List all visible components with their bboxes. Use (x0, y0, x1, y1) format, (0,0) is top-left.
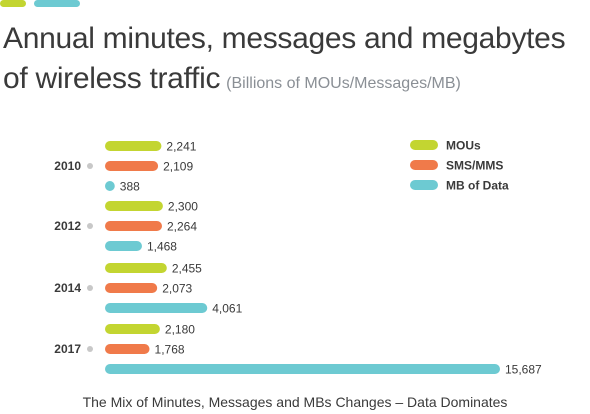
value-label-2017-2: 15,687 (505, 363, 542, 377)
category-dot-2012 (87, 223, 93, 229)
legend-swatch-2 (410, 180, 438, 190)
bar-2014-2 (105, 303, 208, 313)
category-label-2017: 2017 (54, 342, 81, 356)
value-label-2010-2: 388 (120, 180, 140, 194)
category-label-2012: 2012 (54, 219, 81, 233)
chart-subtitle: (Billions of MOUs/Messages/MB) (226, 75, 461, 92)
accent-bar-teal (34, 0, 80, 7)
value-label-2017-0: 2,180 (165, 323, 195, 337)
bar-2014-0 (105, 263, 167, 273)
title-line-1: Annual minutes, messages and megabytes (3, 22, 566, 55)
bar-2010-0 (105, 141, 162, 151)
value-label-2014-1: 2,073 (162, 282, 192, 296)
value-label-2017-1: 1,768 (155, 343, 185, 357)
chart-title-line-2: of wireless traffic (Billions of MOUs/Mes… (3, 62, 461, 96)
bar-2014-1 (105, 283, 158, 293)
value-label-2010-1: 2,109 (163, 160, 193, 174)
category-dot-2014 (87, 285, 93, 291)
bar-2010-1 (105, 161, 159, 171)
value-label-2012-2: 1,468 (147, 240, 177, 254)
legend-label-1: SMS/MMS (446, 159, 503, 173)
legend-swatch-0 (410, 140, 438, 150)
category-dot-2010 (87, 163, 93, 169)
category-dot-2017 (87, 346, 93, 352)
value-label-2014-0: 2,455 (172, 262, 202, 276)
accent-bar-green (0, 0, 26, 7)
chart-title: Annual minutes, messages and megabytes (3, 22, 566, 56)
value-label-2010-0: 2,241 (166, 140, 196, 154)
category-label-2014: 2014 (54, 281, 81, 295)
bar-2017-2 (105, 364, 500, 374)
bar-2017-0 (105, 324, 160, 334)
category-label-2010: 2010 (54, 159, 81, 173)
title-line-2: of wireless traffic (3, 62, 221, 95)
value-label-2012-1: 2,264 (167, 220, 197, 234)
bar-2017-1 (105, 344, 150, 354)
chart-caption: The Mix of Minutes, Messages and MBs Cha… (82, 394, 508, 410)
bar-2012-2 (105, 241, 142, 251)
legend-label-2: MB of Data (446, 179, 509, 193)
legend-swatch-1 (410, 160, 438, 170)
value-label-2014-2: 4,061 (212, 302, 242, 316)
bar-2010-2 (105, 181, 115, 191)
bar-2012-0 (105, 201, 163, 211)
bar-2012-1 (105, 221, 163, 231)
legend-label-0: MOUs (446, 139, 481, 153)
value-label-2012-0: 2,300 (168, 200, 198, 214)
